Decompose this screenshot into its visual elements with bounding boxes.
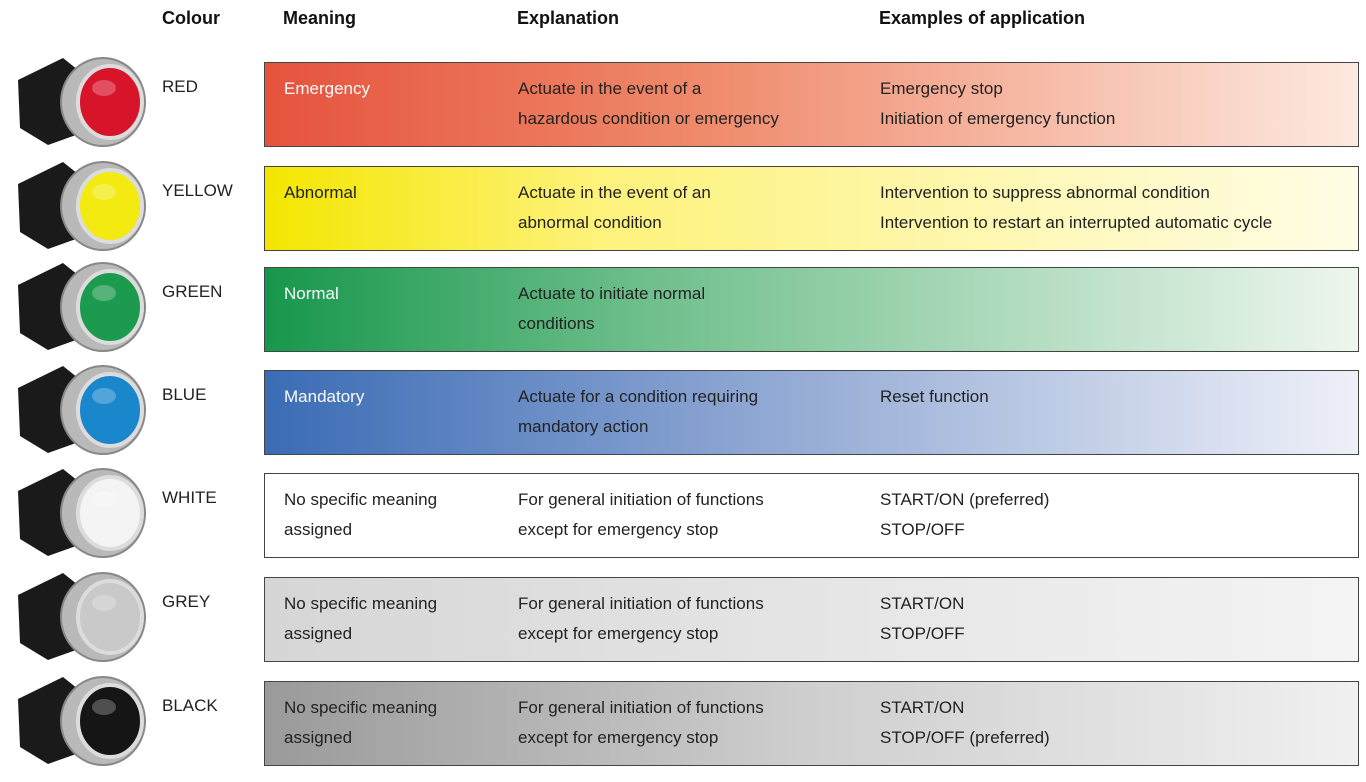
button-image [8, 461, 158, 561]
button-image [8, 255, 158, 355]
button-icon [18, 468, 146, 558]
explanation-line: For general initiation of functions [518, 698, 764, 717]
examples-line: Initiation of emergency function [880, 109, 1116, 128]
colour-name: BLUE [162, 385, 207, 404]
header-meaning: Meaning [283, 8, 357, 28]
row-box: Mandatory Actuate for a condition requiri… [264, 370, 1359, 455]
button-icon [18, 365, 146, 455]
examples-line: START/ON (preferred) [880, 490, 1050, 509]
explanation-cell: Actuate in the event of a hazardous condi… [518, 74, 779, 134]
examples-line: Intervention to suppress abnormal condit… [880, 183, 1210, 202]
explanation-line: mandatory action [518, 417, 649, 436]
explanation-line: except for emergency stop [518, 624, 719, 643]
row-box: Emergency Actuate in the event of a hazard… [264, 62, 1359, 147]
examples-line: STOP/OFF [880, 624, 965, 643]
explanation-cell: Actuate for a condition requiring mandato… [518, 382, 758, 442]
button-image [8, 669, 158, 769]
row-box: Normal Actuate to initiate normal conditio… [264, 267, 1359, 352]
colour-name: RED [162, 77, 198, 96]
button-icon [18, 676, 146, 766]
explanation-cell: For general initiation of functions excep… [518, 693, 764, 753]
examples-line: STOP/OFF (preferred) [880, 728, 1050, 747]
explanation-line: For general initiation of functions [518, 594, 764, 613]
meaning-line: No specific meaning [284, 698, 438, 717]
button-image [8, 154, 158, 254]
explanation-line: For general initiation of functions [518, 490, 764, 509]
examples-cell: START/ON (preferred) STOP/OFF [880, 485, 1049, 545]
examples-cell: Intervention to suppress abnormal condit… [880, 178, 1272, 238]
meaning-line: assigned [284, 624, 353, 643]
explanation-cell: Actuate in the event of an abnormal condi… [518, 178, 711, 238]
examples-cell: START/ON STOP/OFF (preferred) [880, 693, 1050, 753]
meaning-cell: Emergency [284, 74, 370, 104]
meaning-cell: Mandatory [284, 382, 364, 412]
meaning-line: No specific meaning [284, 490, 438, 509]
explanation-line: hazardous condition or emergency [518, 109, 779, 128]
meaning-cell: No specific meaning assigned [284, 693, 437, 753]
button-icon [18, 572, 146, 662]
examples-line: Reset function [880, 387, 989, 406]
button-image [8, 565, 158, 665]
colour-name: YELLOW [162, 181, 233, 200]
explanation-cell: Actuate to initiate normal conditions [518, 279, 705, 339]
explanation-cell: For general initiation of functions excep… [518, 589, 764, 649]
meaning-line: assigned [284, 728, 353, 747]
colour-name: BLACK [162, 696, 218, 715]
explanation-cell: For general initiation of functions excep… [518, 485, 764, 545]
examples-cell: START/ON STOP/OFF [880, 589, 965, 649]
examples-line: START/ON [880, 698, 965, 717]
explanation-line: except for emergency stop [518, 728, 719, 747]
examples-line: Intervention to restart an interrupted a… [880, 213, 1273, 232]
button-image [8, 50, 158, 150]
row-box: No specific meaning assigned For general i… [264, 577, 1359, 662]
explanation-line: Actuate in the event of a [518, 79, 702, 98]
explanation-line: Actuate to initiate normal [518, 284, 706, 303]
header-explanation: Explanation [517, 8, 620, 28]
button-icon [18, 262, 146, 352]
meaning-line: Abnormal [284, 183, 357, 202]
row-box: No specific meaning assigned For general i… [264, 473, 1359, 558]
header-examples: Examples of application [879, 8, 1086, 28]
colour-name: GREY [162, 592, 211, 611]
meaning-line: assigned [284, 520, 353, 539]
meaning-cell: Normal [284, 279, 339, 309]
explanation-line: Actuate in the event of an [518, 183, 711, 202]
meaning-line: Mandatory [284, 387, 365, 406]
explanation-line: conditions [518, 314, 595, 333]
meaning-line: Emergency [284, 79, 370, 98]
meaning-cell: No specific meaning assigned [284, 589, 437, 649]
row-box: No specific meaning assigned For general i… [264, 681, 1359, 766]
meaning-line: No specific meaning [284, 594, 438, 613]
meaning-line: Normal [284, 284, 339, 303]
examples-line: START/ON [880, 594, 965, 613]
examples-cell: Reset function [880, 382, 989, 412]
colour-name: GREEN [162, 282, 223, 301]
meaning-cell: Abnormal [284, 178, 357, 208]
button-icon [18, 57, 146, 147]
button-image [8, 358, 158, 458]
examples-line: STOP/OFF [880, 520, 965, 539]
meaning-cell: No specific meaning assigned [284, 485, 437, 545]
examples-cell: Emergency stop Initiation of emergency fu… [880, 74, 1115, 134]
explanation-line: except for emergency stop [518, 520, 719, 539]
explanation-line: Actuate for a condition requiring [518, 387, 759, 406]
row-box: Abnormal Actuate in the event of an abnorm… [264, 166, 1359, 251]
header-colour: Colour [162, 8, 220, 28]
explanation-line: abnormal condition [518, 213, 662, 232]
button-icon [18, 161, 146, 251]
colour-name: WHITE [162, 488, 217, 507]
examples-line: Emergency stop [880, 79, 1003, 98]
